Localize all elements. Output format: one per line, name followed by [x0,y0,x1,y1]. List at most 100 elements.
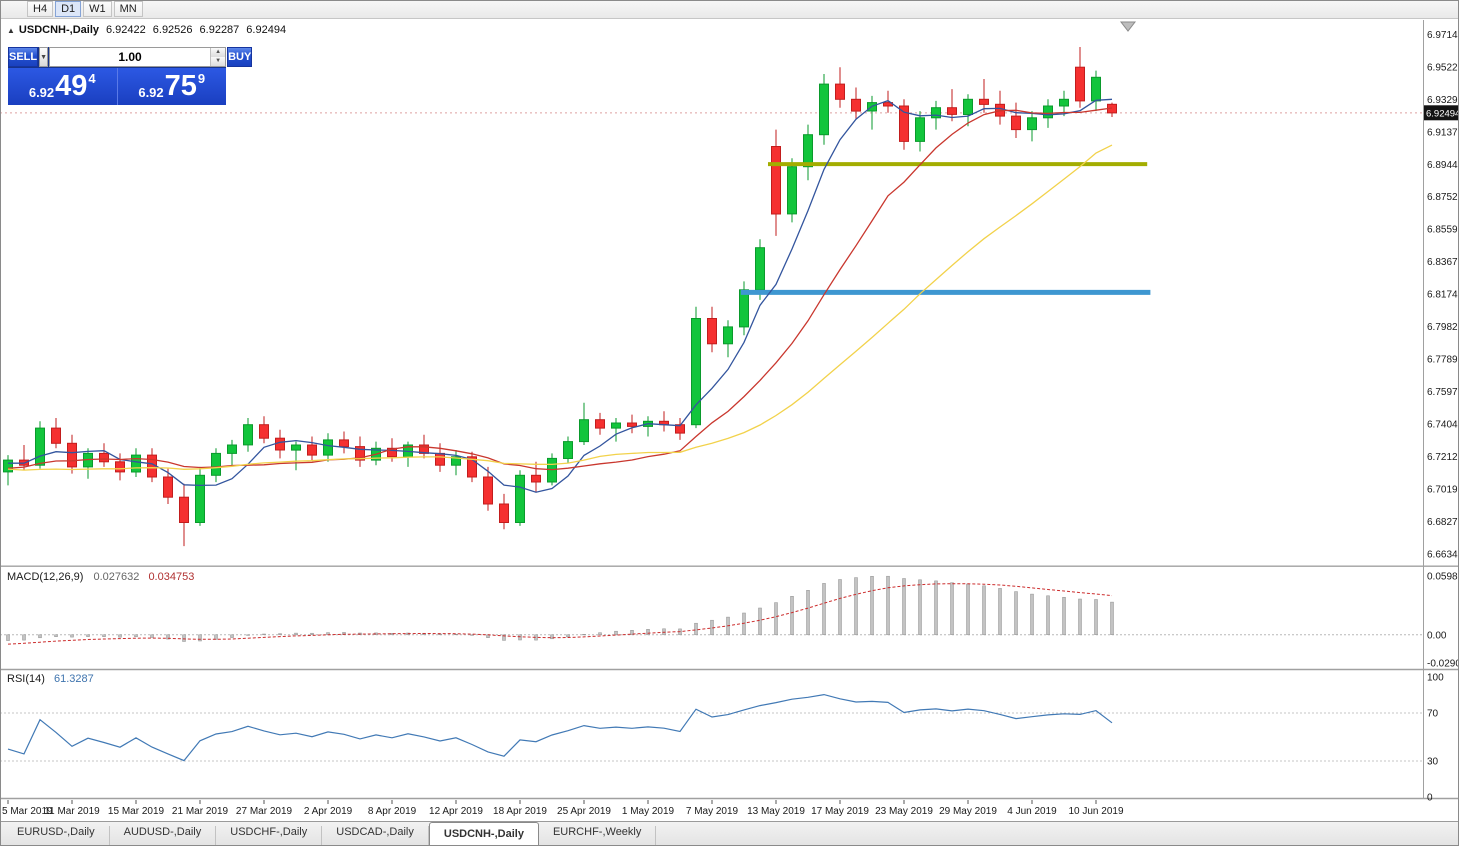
candle [499,503,509,523]
candle [483,476,493,505]
candle [627,422,637,427]
buy-price-big-digits: 75 [164,70,197,102]
macd-histogram-bar [182,634,186,642]
price-divider [116,68,118,105]
candle [451,456,461,466]
macd-histogram-bar [246,634,250,636]
macd-histogram-bar [838,579,842,636]
chevron-down-icon: ▼ [40,53,48,61]
one-click-toggle-icon[interactable]: ▲ [7,25,15,35]
chart-tab-usdchf[interactable]: USDCHF-,Daily [216,826,323,846]
candle [611,422,621,429]
rsi-indicator-label: RSI(14) 61.3287 [7,673,94,685]
price-axis-label: 6.91370 [1427,127,1459,138]
macd-histogram-bar [502,634,506,641]
current-price-tag-text: 6.92494 [1426,108,1459,119]
buy-price-display[interactable]: 6.92 75 9 [117,68,226,105]
macd-histogram-bar [1110,601,1114,635]
candle [707,318,717,345]
candle [979,98,989,105]
candle [931,107,941,119]
candle [467,456,477,478]
buy-price-pip-digit: 9 [197,71,206,86]
price-axis-label: 6.68270 [1427,517,1459,528]
macd-indicator-label: MACD(12,26,9) 0.027632 0.034753 [7,571,194,583]
macd-main-value: 0.027632 [93,571,140,583]
chart-ohlc-values: 6.92422 6.92526 6.92287 6.92494 [99,24,286,36]
date-axis-label: 18 Apr 2019 [493,806,547,817]
chart-tab-eurchf[interactable]: EURCHF-,Weekly [539,826,657,846]
macd-histogram-bar [262,633,266,636]
chart-tab-audusd[interactable]: AUDUSD-,Daily [110,826,217,846]
rsi-value: 61.3287 [53,673,94,685]
price-axis-label: 6.79820 [1427,322,1459,333]
sell-button[interactable]: SELL [8,47,39,67]
candle [67,442,77,468]
macd-histogram-bar [918,579,922,636]
candle [691,318,701,426]
candle [259,424,269,439]
timeframe-d1-button[interactable]: D1 [55,1,82,17]
date-axis-label: 23 May 2019 [875,806,933,817]
volume-input[interactable] [50,48,211,66]
candle [531,474,541,483]
macd-signal-value: 0.034753 [148,571,195,583]
macd-histogram-bar [550,634,554,640]
sell-price-prefix: 6.92 [28,85,55,100]
candle [1075,66,1085,102]
candle [771,146,781,215]
candle [1043,105,1053,119]
chart-shift-marker[interactable] [1119,21,1137,32]
date-axis-label: 11 Mar 2019 [44,806,100,817]
macd-histogram-bar [438,633,442,636]
chart-tab-eurusd[interactable]: EURUSD-,Daily [3,826,110,846]
macd-histogram-bar [806,590,810,636]
macd-histogram-bar [102,634,106,637]
timeframe-toolbar: H4 D1 W1 MN [0,0,1459,19]
macd-histogram-bar [1046,595,1050,635]
sell-price-display[interactable]: 6.92 49 4 [8,68,117,105]
candle [515,474,525,523]
volume-decrease-button[interactable]: ▼ [211,57,226,66]
date-axis-label: 2 Apr 2019 [304,806,353,817]
chart-tab-usdcnh[interactable]: USDCNH-,Daily [428,822,539,846]
candle [115,461,125,473]
macd-histogram-bar [934,580,938,636]
macd-histogram-bar [758,607,762,636]
chart-symbol-label: USDCNH-,Daily [18,24,99,36]
rsi-line [7,693,1113,762]
macd-axis-label: 0.00 [1427,630,1447,641]
price-axis-label: 6.89445 [1427,160,1459,171]
macd-histogram-bar [902,578,906,636]
timeframe-mn-button[interactable]: MN [113,1,143,17]
macd-histogram-bar [790,596,794,635]
rsi-axis-label: 100 [1427,673,1444,684]
order-type-dropdown[interactable]: ▼ [39,47,49,67]
buy-button[interactable]: BUY [227,47,253,67]
macd-histogram-bar [582,634,586,636]
price-axis-label: 6.75970 [1427,387,1459,398]
macd-axis-label: 0.0598 [1427,572,1458,583]
macd-histogram-bar [998,588,1002,636]
macd-axis-label: -0.02904 [1427,659,1459,670]
candle [819,83,829,136]
date-axis-label: 13 May 2019 [747,806,805,817]
date-axis-label: 25 Apr 2019 [557,806,611,817]
candle [579,419,589,443]
chart-tab-usdcad[interactable]: USDCAD-,Daily [322,826,429,846]
macd-histogram-bar [614,630,618,636]
sell-price-big-digits: 49 [55,70,88,102]
date-axis-label: 8 Apr 2019 [368,806,417,817]
candle [739,289,749,328]
macd-histogram-bar [230,634,234,638]
macd-histogram-bar [774,602,778,636]
volume-increase-button[interactable]: ▲ [211,48,226,57]
macd-histogram-bar [22,634,26,641]
date-axis-label: 12 Apr 2019 [429,806,483,817]
timeframe-w1-button[interactable]: W1 [83,1,112,17]
candle [99,452,109,463]
candle [387,447,397,458]
date-axis-label: 7 May 2019 [686,806,739,817]
timeframe-h4-button[interactable]: H4 [27,1,54,17]
